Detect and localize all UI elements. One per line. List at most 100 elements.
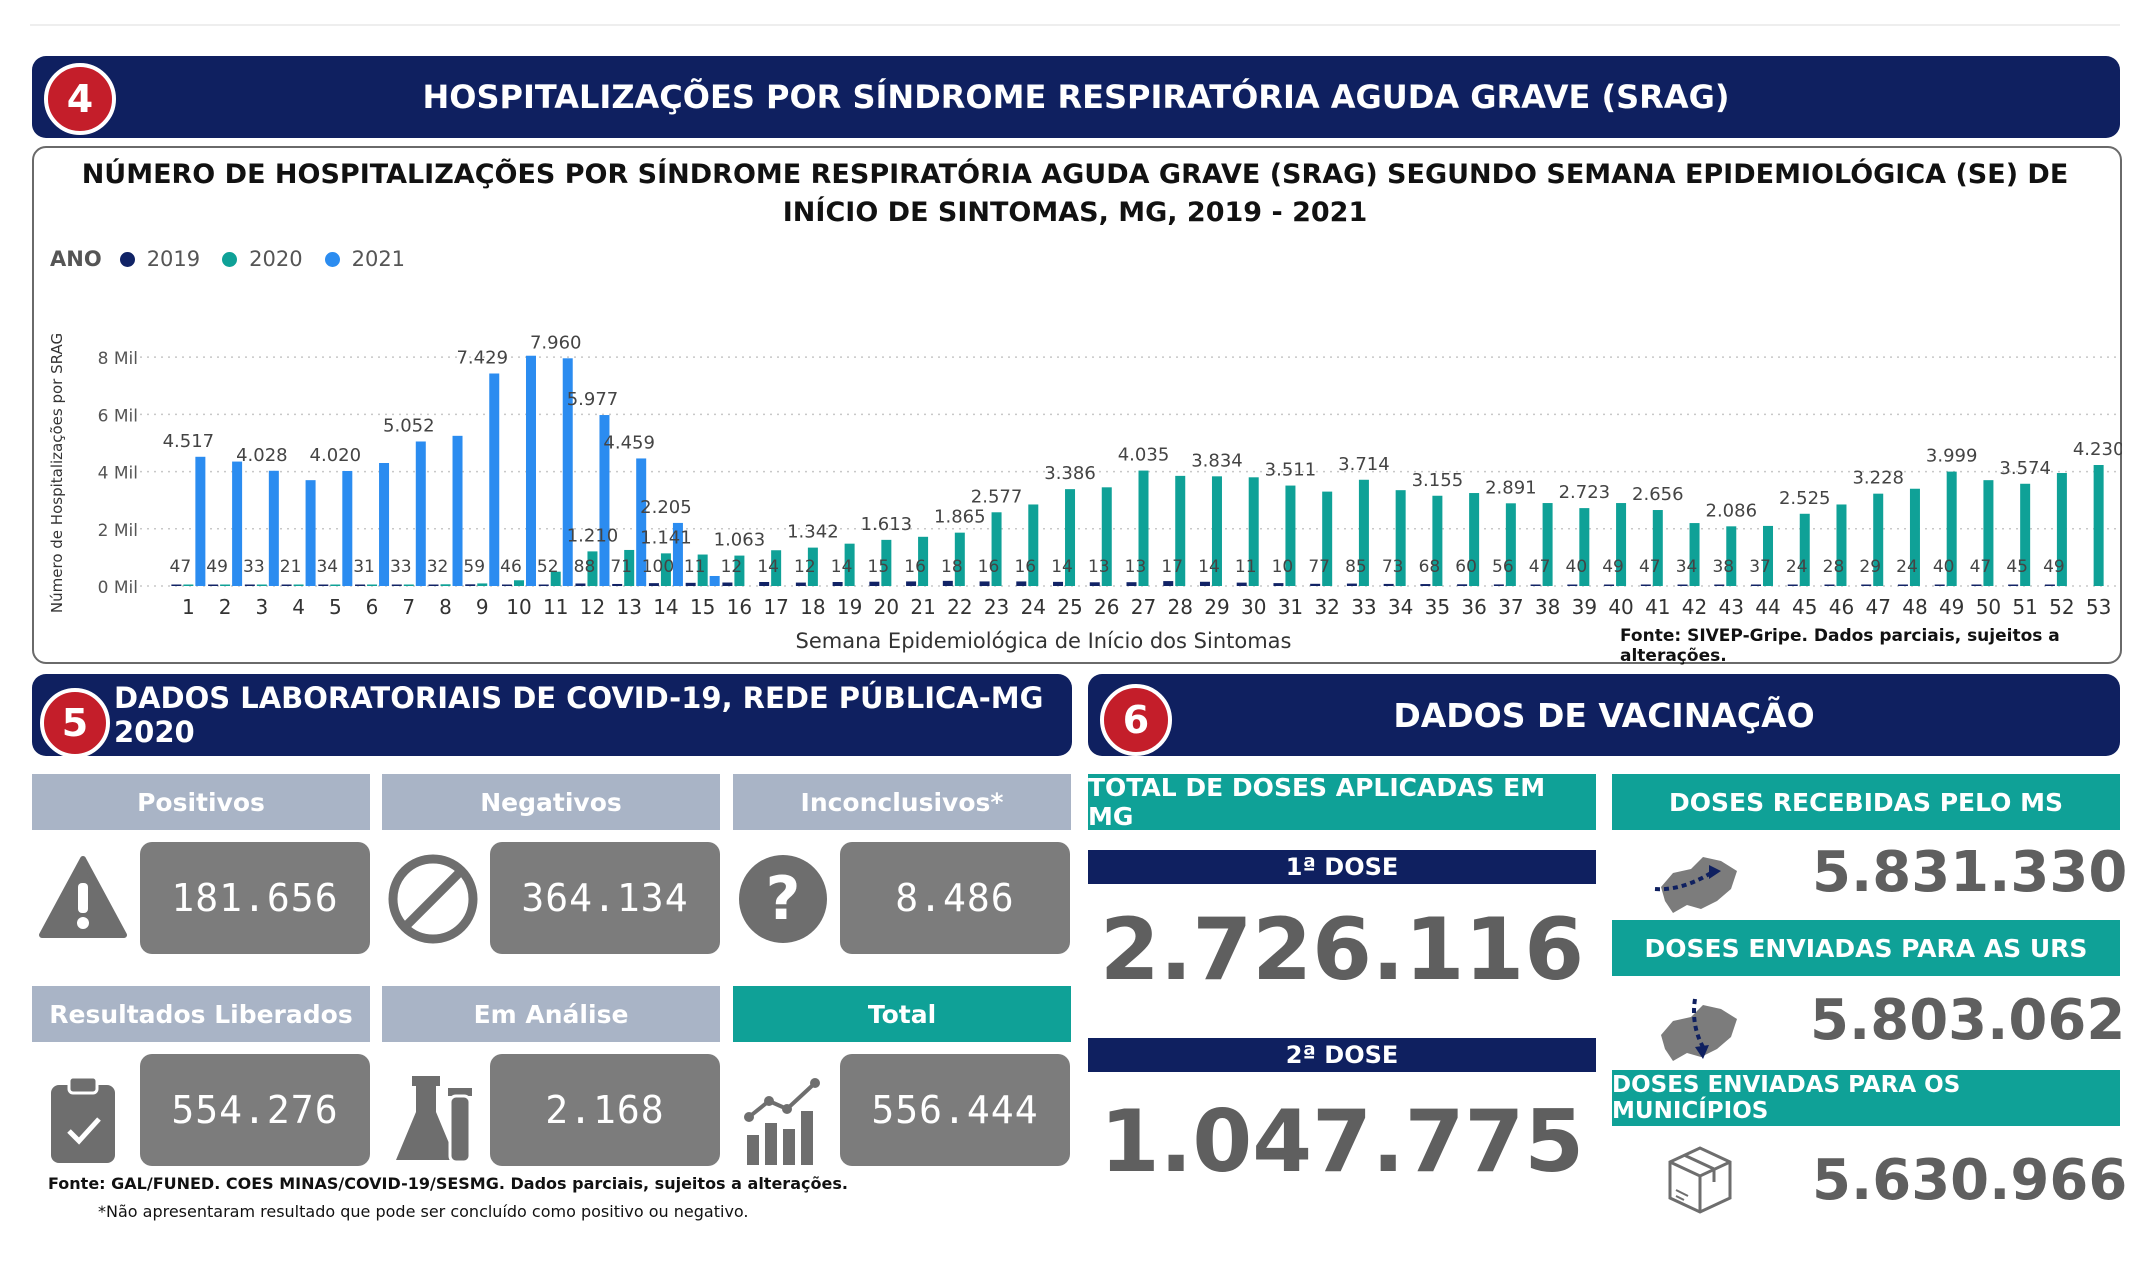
prohibited-icon: [386, 852, 480, 946]
bar-2019: [575, 583, 586, 586]
data-label: 4.517: [163, 431, 215, 452]
bar-2020: [660, 553, 671, 586]
x-tick-label: 2: [219, 595, 232, 619]
dose1-value: 2.726.116: [1099, 900, 1585, 1000]
bar-2020: [1358, 479, 1369, 586]
x-tick-label: 28: [1168, 595, 1193, 619]
dose2-value: 1.047.775: [1099, 1092, 1585, 1192]
bar-2019: [1053, 581, 1064, 586]
bar-2020: [1248, 477, 1259, 586]
urs-value: 5.803.062: [1810, 988, 2126, 1053]
bar-2021: [232, 461, 243, 586]
bar-2021: [489, 373, 500, 586]
section6-badge: 6: [1100, 684, 1172, 756]
bar-2020: [550, 571, 561, 586]
x-tick-label: 40: [1608, 595, 1633, 619]
bar-2020: [1065, 489, 1076, 586]
bar-2020: [1138, 470, 1149, 586]
x-tick-label: 44: [1755, 595, 1780, 619]
data-label: 1.063: [714, 530, 766, 551]
urs-header: DOSES ENVIADAS PARA AS URS: [1612, 920, 2120, 976]
bar-2021: [709, 575, 720, 586]
bar-2020: [991, 512, 1002, 586]
bar-2019: [318, 584, 329, 586]
bar-2019: [795, 582, 806, 586]
section5-title: DADOS LABORATORIAIS DE COVID-19, REDE PÚ…: [114, 681, 1044, 749]
negativos-value: 364.134: [490, 842, 720, 954]
bar-2020: [1689, 523, 1700, 586]
top-divider: [30, 24, 2120, 26]
bar-2019: [465, 584, 476, 586]
data-label-2019: 17: [1161, 557, 1183, 577]
bar-2020: [2020, 483, 2031, 586]
x-tick-label: 35: [1425, 595, 1450, 619]
data-label: 1.141: [640, 527, 692, 548]
x-tick-label: 47: [1865, 595, 1890, 619]
bar-2019: [1457, 584, 1468, 586]
bar-2020: [1542, 503, 1553, 586]
section4-title: HOSPITALIZAÇÕES POR SÍNDROME RESPIRATÓRI…: [422, 78, 1730, 116]
section6-title: DADOS DE VACINAÇÃO: [1393, 695, 1815, 735]
data-label-2019: 47: [1529, 557, 1551, 577]
x-tick-label: 18: [800, 595, 825, 619]
package-box-icon: [1660, 1140, 1740, 1220]
data-label: 2.525: [1779, 488, 1831, 509]
bar-2020: [844, 543, 855, 586]
y-tick-label: 8 Mil: [98, 349, 138, 369]
data-label-2019: 16: [978, 557, 1000, 577]
bar-2021: [195, 456, 206, 586]
data-label-2019: 77: [1308, 557, 1330, 577]
section4-badge: 4: [44, 63, 116, 135]
legend-label-2021[interactable]: 2021: [351, 247, 406, 271]
bar-2020: [1616, 503, 1627, 586]
section4-banner: HOSPITALIZAÇÕES POR SÍNDROME RESPIRATÓRI…: [32, 56, 2120, 138]
x-tick-label: 30: [1241, 595, 1266, 619]
positivos-value: 181.656: [140, 842, 370, 954]
x-tick-label: 42: [1682, 595, 1707, 619]
data-label: 7.960: [530, 332, 582, 353]
flask-icon: [390, 1070, 480, 1170]
bar-2019: [208, 584, 219, 586]
legend-dot-2021: [324, 251, 340, 267]
bar-2019: [759, 581, 770, 586]
bar-2019: [1493, 584, 1504, 586]
liberados-value: 554.276: [140, 1054, 370, 1166]
x-tick-label: 8: [439, 595, 452, 619]
data-label-2019: 32: [427, 557, 449, 577]
x-tick-label: 51: [2012, 595, 2037, 619]
data-label-2019: 11: [1235, 557, 1257, 577]
data-label: 3.999: [1926, 446, 1978, 467]
x-tick-label: 1: [182, 595, 195, 619]
data-label: 5.977: [567, 389, 619, 410]
bar-2019: [355, 584, 366, 586]
data-label: 2.891: [1485, 477, 1537, 498]
bar-2019: [648, 583, 659, 586]
x-tick-label: 19: [837, 595, 862, 619]
bar-2021: [525, 355, 536, 586]
bar-2019: [1861, 584, 1872, 586]
bar-2019: [1199, 581, 1210, 586]
data-label-2019: 38: [1712, 557, 1734, 577]
x-axis-label: Semana Epidemiológica de Início dos Sint…: [796, 629, 1292, 653]
data-label-2019: 13: [1125, 557, 1147, 577]
x-tick-label: 52: [2049, 595, 2074, 619]
data-label-2019: 37: [1749, 557, 1771, 577]
data-label-2019: 14: [1051, 557, 1073, 577]
data-label: 3.386: [1044, 463, 1096, 484]
bar-2019: [685, 582, 696, 586]
legend-label-2019[interactable]: 2019: [146, 247, 201, 271]
legend-label-2020[interactable]: 2020: [249, 247, 303, 271]
received-header: DOSES RECEBIDAS PELO MS: [1612, 774, 2120, 830]
x-tick-label: 36: [1461, 595, 1486, 619]
data-label-2019: 47: [170, 557, 192, 577]
bar-2020: [367, 584, 378, 586]
data-label-2019: 10: [1272, 557, 1294, 577]
bar-2019: [1310, 583, 1321, 586]
bar-2021: [452, 435, 463, 586]
bar-2020: [771, 550, 782, 586]
warning-icon: [36, 852, 130, 942]
data-label: 4.459: [603, 432, 655, 453]
data-label-2019: 40: [1933, 557, 1955, 577]
data-label-2019: 34: [316, 557, 338, 577]
bar-2019: [722, 582, 733, 586]
